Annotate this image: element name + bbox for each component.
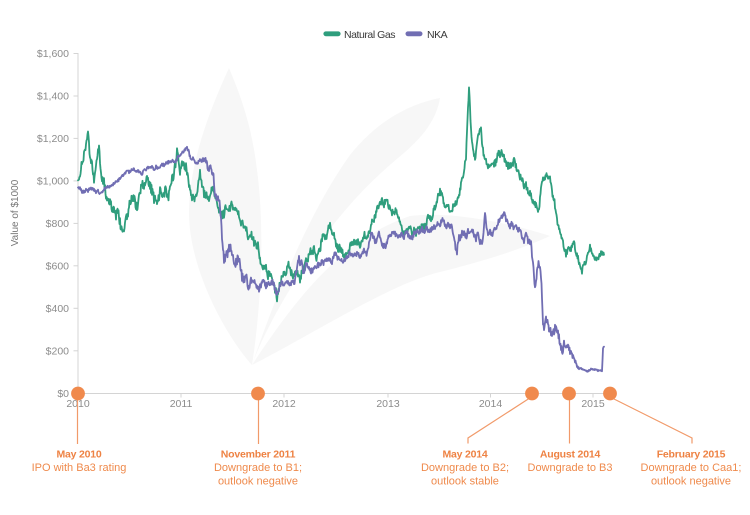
svg-text:2012: 2012 <box>272 398 296 410</box>
svg-text:outlook negative: outlook negative <box>218 476 298 488</box>
svg-text:$1,400: $1,400 <box>37 91 69 103</box>
svg-text:Downgrade to B1;: Downgrade to B1; <box>214 462 302 474</box>
svg-text:2011: 2011 <box>170 398 193 410</box>
svg-text:$400: $400 <box>46 303 70 315</box>
svg-text:$200: $200 <box>46 346 70 358</box>
svg-text:May 2014: May 2014 <box>442 449 487 461</box>
svg-text:2013: 2013 <box>376 398 400 410</box>
svg-text:$1,000: $1,000 <box>37 176 69 188</box>
svg-text:outlook stable: outlook stable <box>431 476 499 488</box>
svg-text:$1,200: $1,200 <box>37 133 69 145</box>
svg-text:$1,600: $1,600 <box>37 48 69 60</box>
svg-text:Value of $1000: Value of $1000 <box>10 179 21 246</box>
svg-text:2014: 2014 <box>479 398 503 410</box>
svg-text:August 2014: August 2014 <box>540 449 601 461</box>
svg-text:November 2011: November 2011 <box>221 449 296 461</box>
svg-text:IPO with Ba3 rating: IPO with Ba3 rating <box>32 462 127 474</box>
svg-text:$0: $0 <box>57 388 69 400</box>
svg-text:NKA: NKA <box>427 29 448 41</box>
svg-text:2015: 2015 <box>581 398 605 410</box>
svg-text:outlook negative: outlook negative <box>651 476 731 488</box>
svg-text:May 2010: May 2010 <box>56 449 101 461</box>
svg-text:Natural Gas: Natural Gas <box>344 29 395 41</box>
svg-text:$800: $800 <box>46 218 70 230</box>
svg-text:$600: $600 <box>46 261 70 273</box>
svg-text:Downgrade to Caa1;: Downgrade to Caa1; <box>641 462 742 474</box>
svg-text:Downgrade to B3: Downgrade to B3 <box>528 462 613 474</box>
svg-text:February 2015: February 2015 <box>657 449 726 461</box>
svg-text:Downgrade to B2;: Downgrade to B2; <box>421 462 509 474</box>
